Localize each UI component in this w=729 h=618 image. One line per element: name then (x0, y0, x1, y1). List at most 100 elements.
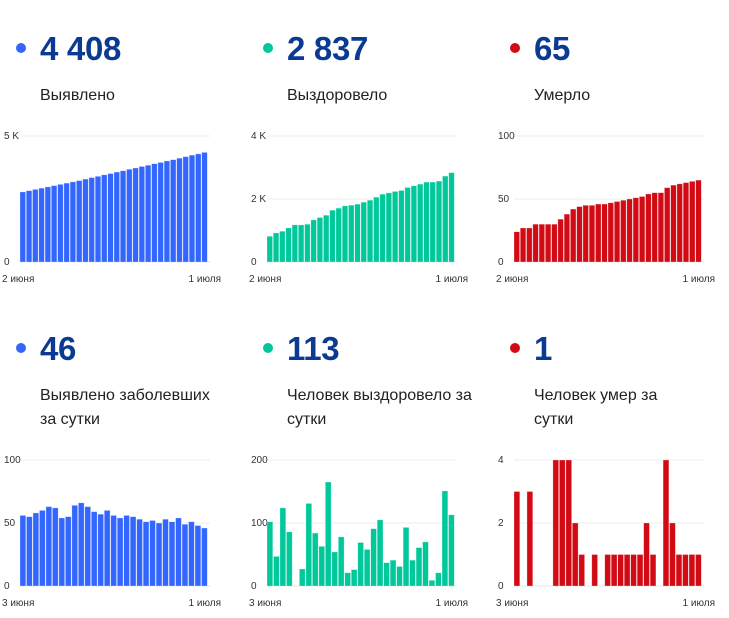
bar[interactable] (58, 517, 65, 587)
bar[interactable] (582, 205, 589, 263)
bar[interactable] (119, 170, 127, 263)
bar[interactable] (379, 193, 386, 263)
bar[interactable] (559, 459, 566, 587)
bar[interactable] (341, 205, 349, 263)
bar[interactable] (201, 527, 208, 587)
bar[interactable] (170, 159, 177, 263)
bar[interactable] (273, 556, 280, 587)
bar[interactable] (338, 536, 345, 587)
bar[interactable] (695, 554, 702, 587)
bar[interactable] (670, 184, 677, 263)
bar[interactable] (76, 180, 83, 263)
bar[interactable] (370, 528, 377, 587)
bar[interactable] (545, 223, 552, 263)
bar[interactable] (145, 164, 152, 263)
bar[interactable] (526, 227, 533, 263)
bar[interactable] (513, 231, 520, 263)
bar[interactable] (39, 510, 46, 587)
bar[interactable] (669, 522, 676, 587)
bar[interactable] (175, 517, 182, 587)
bar[interactable] (373, 196, 380, 263)
bar[interactable] (138, 166, 145, 263)
bar[interactable] (676, 183, 683, 263)
bar[interactable] (389, 559, 397, 587)
bar[interactable] (331, 551, 338, 587)
bar[interactable] (279, 230, 286, 263)
bar[interactable] (182, 156, 189, 263)
bar[interactable] (350, 569, 358, 587)
bar[interactable] (97, 513, 104, 587)
bar[interactable] (557, 218, 564, 263)
bar[interactable] (513, 491, 521, 587)
bar[interactable] (168, 521, 176, 587)
bar[interactable] (357, 542, 364, 587)
bar[interactable] (78, 502, 85, 587)
bar[interactable] (689, 181, 696, 263)
bar[interactable] (323, 214, 330, 263)
bar[interactable] (448, 172, 455, 263)
bar[interactable] (44, 186, 51, 263)
bar[interactable] (588, 205, 596, 263)
bar[interactable] (82, 178, 89, 263)
bar[interactable] (162, 518, 169, 587)
bar[interactable] (136, 518, 143, 587)
bar[interactable] (639, 196, 646, 263)
bar[interactable] (195, 153, 202, 263)
bar[interactable] (398, 190, 405, 263)
bar[interactable] (19, 191, 26, 263)
bar[interactable] (563, 213, 570, 263)
bar[interactable] (32, 512, 40, 587)
bar[interactable] (51, 185, 58, 263)
bar[interactable] (604, 554, 611, 587)
bar[interactable] (176, 157, 183, 263)
bar[interactable] (572, 522, 579, 587)
bar[interactable] (519, 227, 527, 263)
bar[interactable] (188, 154, 196, 263)
bar[interactable] (675, 554, 683, 587)
bar[interactable] (410, 185, 418, 263)
bar[interactable] (151, 163, 158, 263)
bar[interactable] (428, 580, 436, 587)
bar[interactable] (630, 554, 637, 587)
bar[interactable] (688, 554, 696, 587)
bar[interactable] (645, 193, 652, 263)
bar[interactable] (682, 554, 689, 587)
bar[interactable] (103, 510, 111, 587)
bar[interactable] (607, 202, 614, 263)
bar[interactable] (129, 516, 137, 587)
bar[interactable] (84, 506, 91, 587)
bar[interactable] (305, 503, 312, 587)
bar[interactable] (325, 481, 332, 587)
bar[interactable] (316, 217, 323, 263)
bar[interactable] (65, 516, 72, 587)
bar[interactable] (291, 224, 298, 263)
bar[interactable] (286, 531, 293, 587)
bar[interactable] (441, 490, 449, 587)
bar[interactable] (643, 522, 650, 587)
bar[interactable] (149, 520, 156, 587)
bar[interactable] (101, 174, 108, 263)
bar[interactable] (63, 182, 70, 263)
bar[interactable] (448, 514, 455, 587)
bar[interactable] (88, 177, 95, 263)
bar[interactable] (383, 562, 390, 587)
bar[interactable] (272, 232, 280, 263)
bar[interactable] (532, 223, 539, 263)
bar[interactable] (366, 199, 374, 263)
bar[interactable] (142, 521, 150, 587)
bar[interactable] (107, 173, 114, 263)
bar[interactable] (52, 507, 59, 587)
bar[interactable] (318, 546, 325, 587)
bar[interactable] (591, 554, 598, 587)
bar[interactable] (25, 190, 33, 263)
bar[interactable] (94, 176, 102, 263)
bar[interactable] (348, 204, 355, 263)
bar[interactable] (279, 507, 287, 587)
bar[interactable] (623, 554, 631, 587)
bar[interactable] (415, 547, 423, 587)
bar[interactable] (310, 219, 317, 263)
bar[interactable] (626, 198, 633, 263)
bar[interactable] (155, 522, 163, 587)
bar[interactable] (344, 572, 351, 587)
bar[interactable] (266, 521, 274, 587)
